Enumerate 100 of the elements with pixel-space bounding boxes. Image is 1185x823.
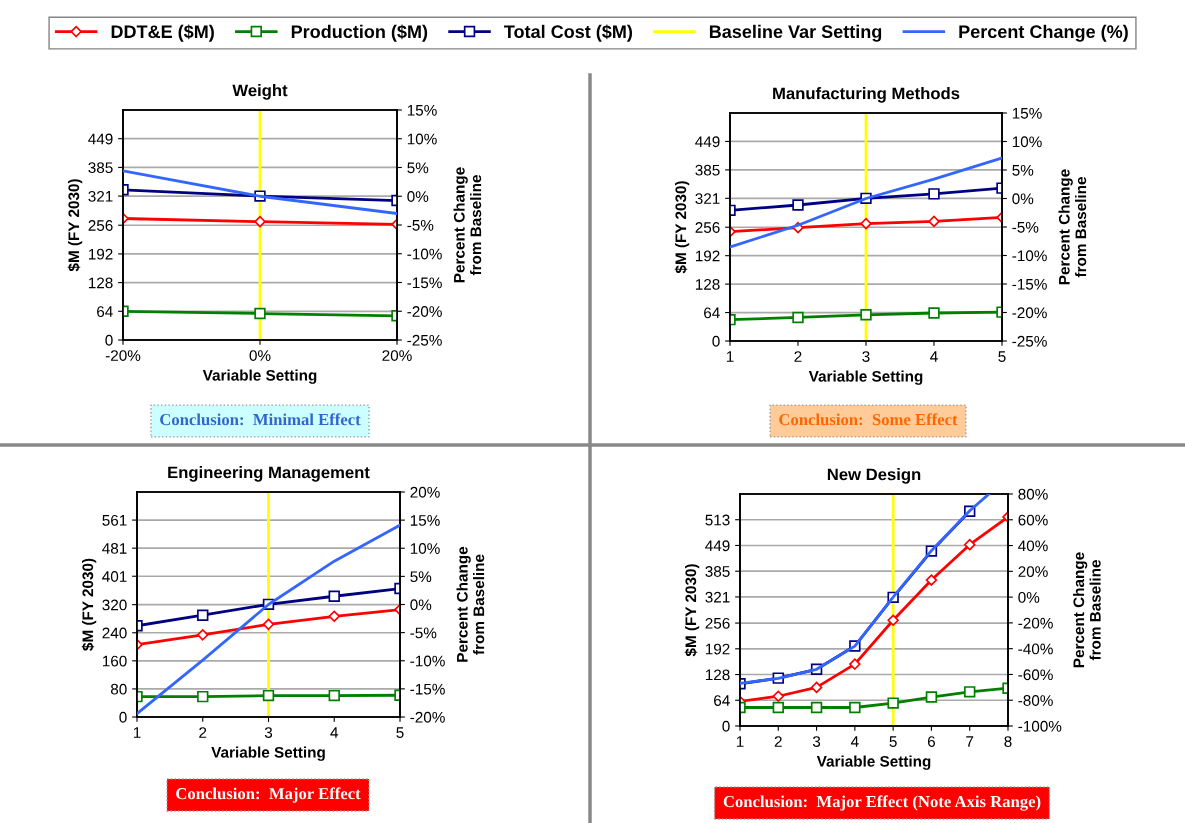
y-tick-label: 0 — [119, 711, 127, 723]
text: Conclusion: Major Effect — [176, 787, 361, 803]
x-tick-label: 20% — [382, 350, 412, 361]
chart-title: Engineering Management — [168, 466, 370, 482]
y-tick-label: 449 — [695, 136, 720, 148]
chart-title: New Design — [827, 468, 921, 484]
y-tick-label: 128 — [88, 277, 113, 289]
y-tick-label: 80 — [110, 683, 127, 695]
x-tick-label: 4 — [850, 736, 859, 747]
x-tick-label: -20% — [105, 350, 141, 361]
y-tick-label: 192 — [695, 250, 720, 262]
x-tick-label: 2 — [774, 736, 782, 747]
y-tick-label: 0 — [722, 720, 730, 732]
y-tick-label: 192 — [88, 248, 113, 260]
y2-tick-label: -25% — [407, 334, 442, 346]
y2-tick-label: -60% — [1018, 669, 1053, 681]
x-tick-label: 5 — [998, 351, 1006, 362]
x-tick-label: 2 — [199, 727, 207, 738]
y2-tick-label: 60% — [1018, 514, 1048, 526]
y-tick-label: 385 — [705, 566, 730, 577]
y2-tick-label: 5% — [407, 162, 429, 174]
y-tick-label: 128 — [695, 278, 720, 290]
y2-tick-label: -20% — [410, 711, 445, 723]
legend-label: DDT&E ($M) — [111, 24, 214, 42]
y2-tick-label: -15% — [407, 277, 442, 289]
text: Conclusion: Major Effect (Note Axis Range) — [723, 795, 1041, 811]
chart-title: Weight — [232, 84, 288, 100]
x-tick-label: 3 — [862, 351, 870, 362]
x-axis-title: Variable Setting — [808, 370, 923, 385]
y-tick-label: 240 — [102, 627, 127, 639]
y2-tick-label: 15% — [1012, 107, 1042, 119]
x-tick-label: 0% — [249, 350, 271, 361]
y2-tick-label: 5% — [410, 571, 432, 583]
y-tick-label: 449 — [88, 133, 113, 145]
y-tick-label: 481 — [102, 543, 127, 554]
y-tick-label: 561 — [102, 514, 127, 526]
y2-tick-label: -15% — [410, 683, 445, 695]
y2-tick-label: 10% — [407, 133, 437, 145]
text: Conclusion: Some Effect — [779, 413, 958, 426]
x-tick-label: 3 — [264, 727, 273, 738]
y2-tick-label: -20% — [407, 306, 442, 317]
x-tick-label: 5 — [396, 727, 404, 738]
y-tick-label: 64 — [714, 695, 730, 706]
y-axis-title: $M (FY 2030) — [684, 564, 700, 657]
y2-tick-label: -10% — [1012, 250, 1047, 262]
y-tick-label: 192 — [705, 643, 730, 655]
x-tick-label: 4 — [330, 727, 339, 738]
y2-tick-label: -40% — [1018, 643, 1053, 655]
y2-tick-label: 0% — [407, 191, 429, 202]
legend-label: Percent Change (%) — [959, 24, 1128, 42]
y2-tick-label: -20% — [1012, 307, 1047, 319]
x-tick-label: 6 — [927, 736, 936, 747]
y2-axis-title: Percent Change from Baseline — [1058, 169, 1087, 285]
y2-tick-label: 20% — [410, 486, 440, 498]
y-tick-label: 128 — [705, 669, 730, 681]
y-tick-label: 64 — [97, 306, 113, 317]
y2-tick-label: 15% — [407, 104, 437, 116]
x-axis-title: Variable Setting — [202, 369, 317, 384]
y-tick-label: 256 — [695, 222, 720, 233]
y-tick-label: 401 — [102, 571, 127, 582]
x-tick-label: 8 — [1004, 736, 1012, 747]
y2-tick-label: -25% — [1012, 335, 1047, 347]
x-tick-label: 1 — [726, 351, 734, 362]
text: Conclusion: Minimal Effect — [160, 413, 361, 426]
x-axis-title: Variable Setting — [211, 746, 325, 761]
y2-axis-title: Percent Change from Baseline — [453, 167, 482, 283]
x-tick-label: 5 — [889, 736, 897, 747]
y-tick-label: 449 — [705, 540, 730, 552]
y2-tick-label: -80% — [1018, 695, 1053, 706]
y2-axis-title: Percent Change from Baseline — [456, 546, 485, 662]
y2-tick-label: 20% — [1018, 566, 1048, 578]
y-tick-label: 385 — [695, 164, 720, 176]
x-tick-label: 1 — [736, 736, 744, 747]
x-tick-label: 2 — [794, 351, 802, 362]
y2-tick-label: 15% — [410, 515, 440, 526]
y-tick-label: 160 — [102, 655, 127, 667]
y2-tick-label: -5% — [410, 627, 437, 639]
y-tick-label: 256 — [88, 220, 113, 231]
y2-tick-label: 0% — [410, 599, 432, 611]
y-tick-label: 385 — [88, 162, 113, 174]
y-tick-label: 321 — [705, 591, 730, 603]
y-tick-label: 0 — [712, 335, 720, 347]
legend-label: Production ($M) — [291, 24, 428, 42]
y2-tick-label: 10% — [410, 543, 440, 554]
y2-tick-label: 40% — [1018, 540, 1048, 552]
y2-tick-label: -5% — [1012, 221, 1039, 233]
x-tick-label: 3 — [812, 736, 821, 747]
y2-tick-label: -10% — [407, 248, 442, 260]
y-tick-label: 64 — [704, 307, 720, 319]
y2-tick-label: -20% — [1018, 617, 1053, 629]
x-tick-label: 7 — [966, 736, 974, 747]
x-tick-label: 4 — [930, 351, 938, 362]
y2-tick-label: -10% — [410, 655, 445, 667]
y2-tick-label: -15% — [1012, 278, 1047, 290]
y-tick-label: 321 — [695, 193, 720, 205]
y-tick-label: 0 — [105, 334, 113, 346]
x-tick-label: 1 — [133, 727, 141, 738]
y-axis-title: $M (FY 2030) — [81, 558, 97, 651]
legend-label: Total Cost ($M) — [504, 24, 633, 42]
y-tick-label: 513 — [705, 514, 730, 526]
